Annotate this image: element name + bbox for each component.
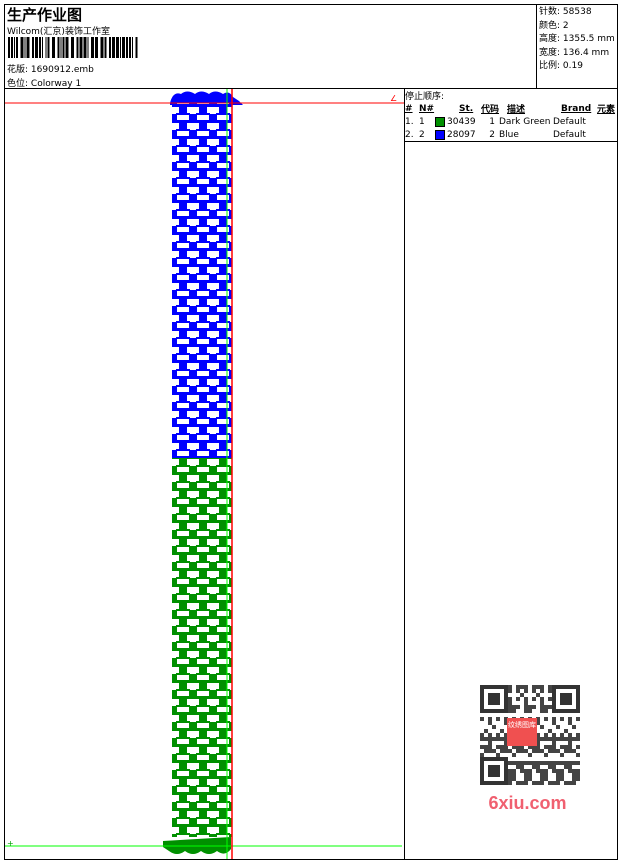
colorway: 色位: Colorway 1 bbox=[7, 79, 82, 89]
divider bbox=[4, 88, 618, 89]
page-title: 生产作业图 bbox=[7, 6, 83, 24]
divider bbox=[404, 88, 405, 860]
table-header: # N# St. 代码 描述 Brand 元素 bbox=[405, 103, 616, 116]
design-preview: ∠ + bbox=[5, 89, 404, 859]
info-width: 宽度: 136.4 mm bbox=[539, 47, 610, 58]
divider bbox=[405, 141, 617, 142]
stop-sequence-table: 停止顺序: # N# St. 代码 描述 Brand 元素 1. 1 30439 … bbox=[405, 89, 617, 141]
end-mark: + bbox=[7, 839, 14, 848]
color-swatch bbox=[435, 116, 445, 127]
table-row: 2. 2 28097 2 Blue Default bbox=[405, 129, 586, 140]
watermark: 纹绣图库 6xiu.com bbox=[470, 680, 585, 815]
info-colors: 颜色: 2 bbox=[539, 20, 569, 31]
color-swatch bbox=[435, 129, 445, 140]
table-row: 1. 1 30439 1 Dark Green Default bbox=[405, 116, 586, 127]
barcode bbox=[8, 37, 138, 58]
info-stitches: 针数: 58538 bbox=[539, 7, 592, 17]
page-frame bbox=[4, 4, 618, 860]
info-height: 高度: 1355.5 mm bbox=[539, 34, 615, 44]
design-file: 花版: 1690912.emb bbox=[7, 65, 94, 75]
company-name: Wilcom(汇京)装饰工作室 bbox=[7, 27, 110, 37]
watermark-text: 6xiu.com bbox=[488, 793, 567, 813]
qr-code-icon bbox=[480, 685, 580, 785]
start-mark: ∠ bbox=[390, 94, 397, 103]
table-title: 停止顺序: bbox=[405, 92, 445, 102]
info-scale: 比例: 0.19 bbox=[539, 61, 583, 71]
design-info: 针数: 58538 颜色: 2 高度: 1355.5 mm 宽度: 136.4 … bbox=[536, 4, 618, 88]
